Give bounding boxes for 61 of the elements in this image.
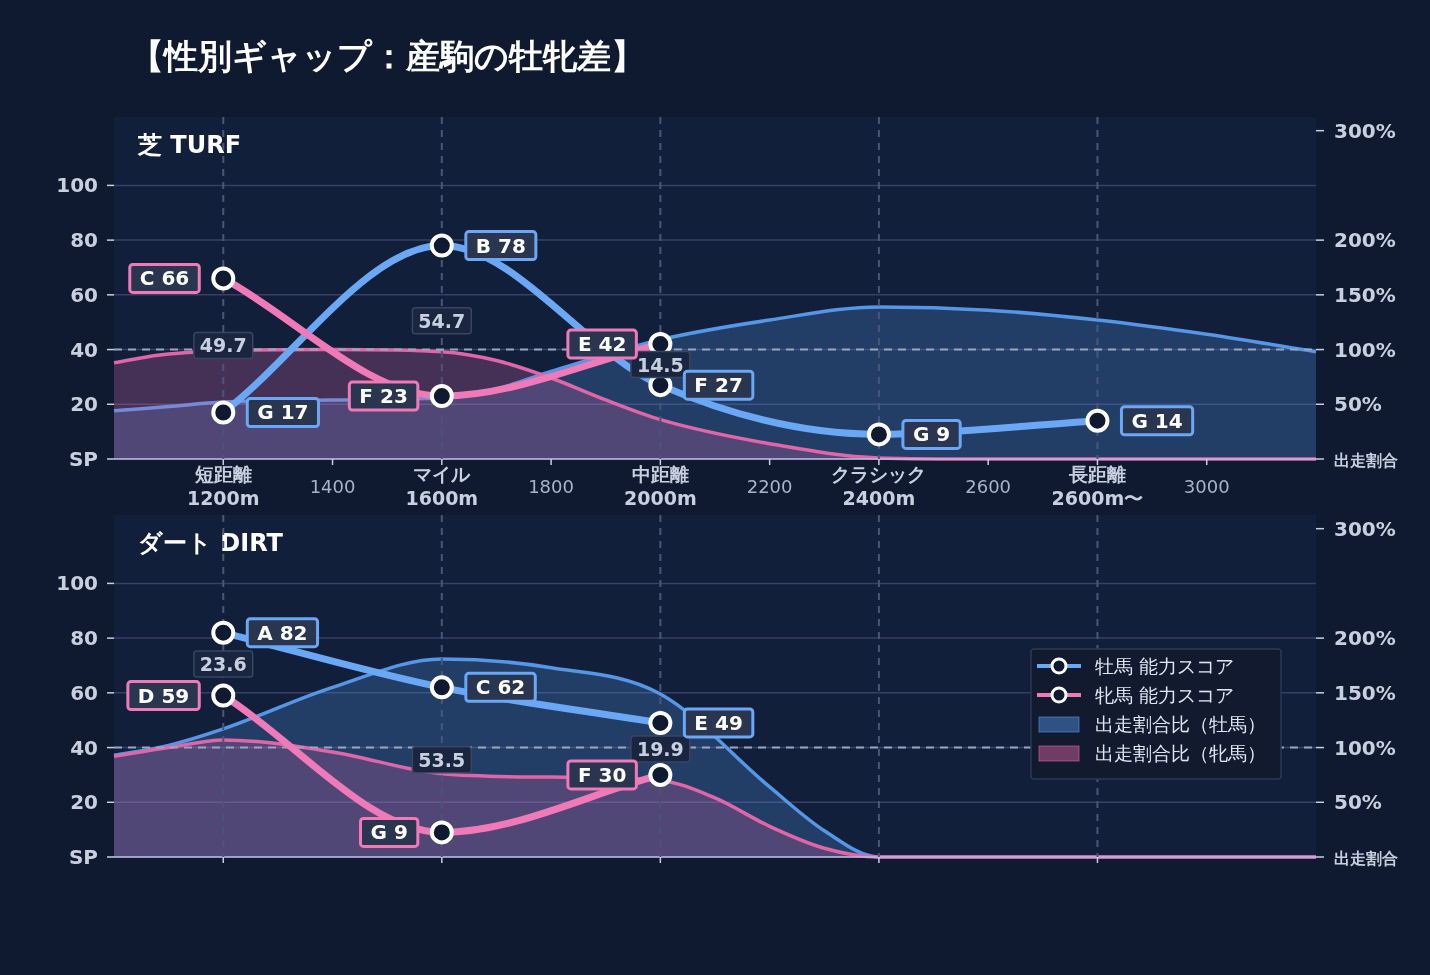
y2-tick-label: 200% [1334, 228, 1396, 253]
data-label: G 17 [257, 400, 309, 425]
data-label: F 30 [577, 762, 627, 787]
x-tick-label: 2200 [746, 476, 793, 497]
x-tick-label: マイル 1600m [405, 463, 479, 509]
y2-tick-label: 200% [1334, 626, 1396, 651]
y2-tick-label: 300% [1334, 516, 1396, 541]
y-tick-label: 20 [70, 392, 98, 417]
data-label: F 27 [694, 373, 743, 398]
x-tick-label: 1400 [309, 476, 356, 497]
text: 芝 TURF [137, 131, 242, 159]
y-tick-label: 80 [70, 626, 98, 651]
data-label: E 42 [577, 332, 627, 357]
y2-tick-label: 100% [1334, 735, 1396, 760]
y-tick-label: 40 [70, 337, 98, 362]
annotation: 53.5 [418, 748, 466, 771]
annotation: 23.6 [199, 653, 247, 676]
x-tick-label: 中距離 2000m [624, 463, 697, 509]
text: ダート DIRT [138, 529, 284, 557]
y-tick-label: 80 [70, 228, 98, 253]
y-tick-label: 20 [70, 790, 98, 815]
data-label: G 9 [370, 820, 408, 845]
legend-label: 出走割合比（牝馬） [1095, 742, 1266, 764]
data-label: D 59 [137, 683, 190, 708]
y-tick-label: 100 [56, 173, 98, 198]
y2-tick-label: 出走割合 [1334, 849, 1398, 868]
legend-label: 牝馬 能力スコア [1095, 684, 1235, 706]
y2-tick-label: 出走割合 [1334, 451, 1398, 470]
x-tick-label: 短距離 1200m [186, 463, 260, 509]
chart-title: 【性別ギャップ：産駒の牡牝差】 [130, 36, 645, 76]
data-label: G 9 [912, 422, 951, 447]
data-label: C 62 [475, 675, 526, 700]
x-tick-label: 長距離 2600m〜 [1051, 463, 1144, 509]
legend-label: 牡馬 能力スコア [1095, 655, 1235, 677]
legend-label: 出走割合比（牡馬） [1095, 713, 1266, 735]
data-label: E 49 [694, 710, 743, 735]
annotation: 14.5 [636, 353, 684, 376]
x-tick-label: 3000 [1183, 476, 1230, 497]
y2-tick-label: 300% [1334, 118, 1396, 143]
annotation: 54.7 [418, 309, 466, 332]
x-tick-label: 1800 [528, 476, 574, 497]
y-tick-label: SP [68, 845, 98, 869]
y-tick-label: 40 [70, 735, 98, 760]
x-tick-label: クラシック 2400m [831, 463, 927, 509]
y-tick-label: SP [68, 447, 98, 471]
y2-tick-label: 50% [1334, 790, 1382, 815]
y2-tick-label: 150% [1334, 680, 1396, 705]
y2-tick-label: 50% [1334, 392, 1382, 417]
data-label: A 82 [257, 620, 308, 645]
y2-tick-label: 150% [1334, 282, 1396, 307]
y-tick-label: 100 [56, 571, 98, 596]
annotation: 49.7 [199, 334, 247, 357]
y-tick-label: 60 [70, 680, 98, 705]
data-label: F 23 [359, 384, 408, 409]
x-tick-label: 2600 [965, 476, 1012, 497]
annotation: 19.9 [636, 737, 684, 760]
data-label: C 66 [139, 266, 190, 291]
y2-tick-label: 100% [1334, 337, 1396, 362]
data-label: B 78 [475, 233, 526, 258]
y-tick-label: 60 [70, 282, 98, 307]
data-label: G 14 [1131, 408, 1183, 433]
